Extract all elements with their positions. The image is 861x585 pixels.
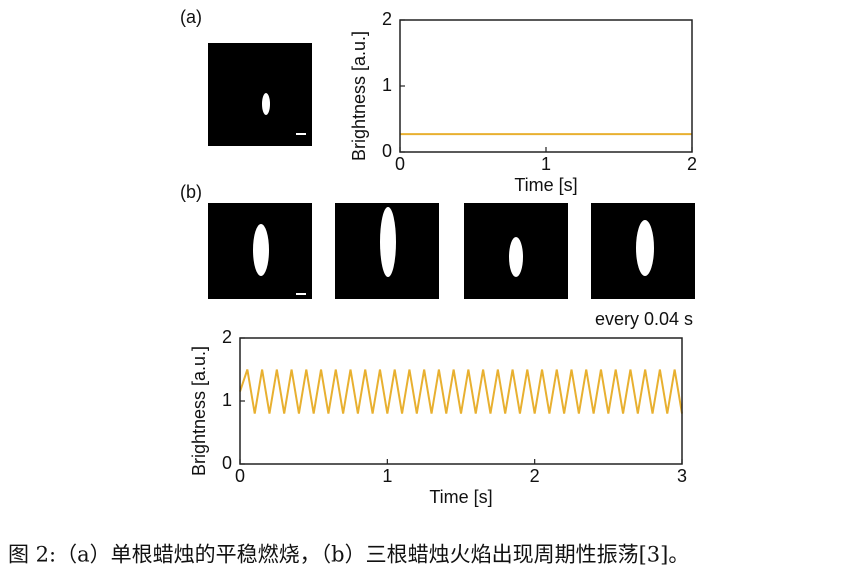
flame (262, 93, 270, 115)
x-axis-label: Time [s] (514, 175, 577, 195)
x-tick-label: 1 (382, 466, 392, 486)
flame (380, 207, 396, 277)
y-tick-label: 2 (382, 9, 392, 29)
x-tick-label: 1 (541, 154, 551, 174)
y-axis-label: Brightness [a.u.] (189, 346, 209, 476)
y-tick-label: 1 (222, 390, 232, 410)
flame (636, 220, 654, 276)
flame (253, 224, 269, 276)
x-tick-label: 2 (687, 154, 697, 174)
plot-frame (399, 19, 693, 153)
flame (509, 237, 523, 277)
x-tick-label: 3 (677, 466, 687, 486)
y-axis-label: Brightness [a.u.] (349, 31, 369, 161)
panel-label: (b) (180, 182, 202, 202)
y-tick-label: 0 (382, 141, 392, 161)
panel-label: (a) (180, 7, 202, 27)
data-line (239, 369, 683, 414)
x-tick-label: 2 (530, 466, 540, 486)
annotation: every 0.04 s (595, 309, 693, 329)
flame-images (208, 43, 695, 299)
y-tick-label: 0 (222, 453, 232, 473)
x-axis-label: Time [s] (429, 487, 492, 507)
caption: 图 2:（a）单根蜡烛的平稳燃烧，（b）三根蜡烛火焰出现周期性振荡[3]。 (8, 543, 689, 567)
y-tick-label: 1 (382, 75, 392, 95)
x-tick-label: 0 (235, 466, 245, 486)
plot-frame (239, 337, 683, 465)
x-tick-label: 0 (395, 154, 405, 174)
y-tick-label: 2 (222, 327, 232, 347)
flame-image (208, 43, 312, 146)
